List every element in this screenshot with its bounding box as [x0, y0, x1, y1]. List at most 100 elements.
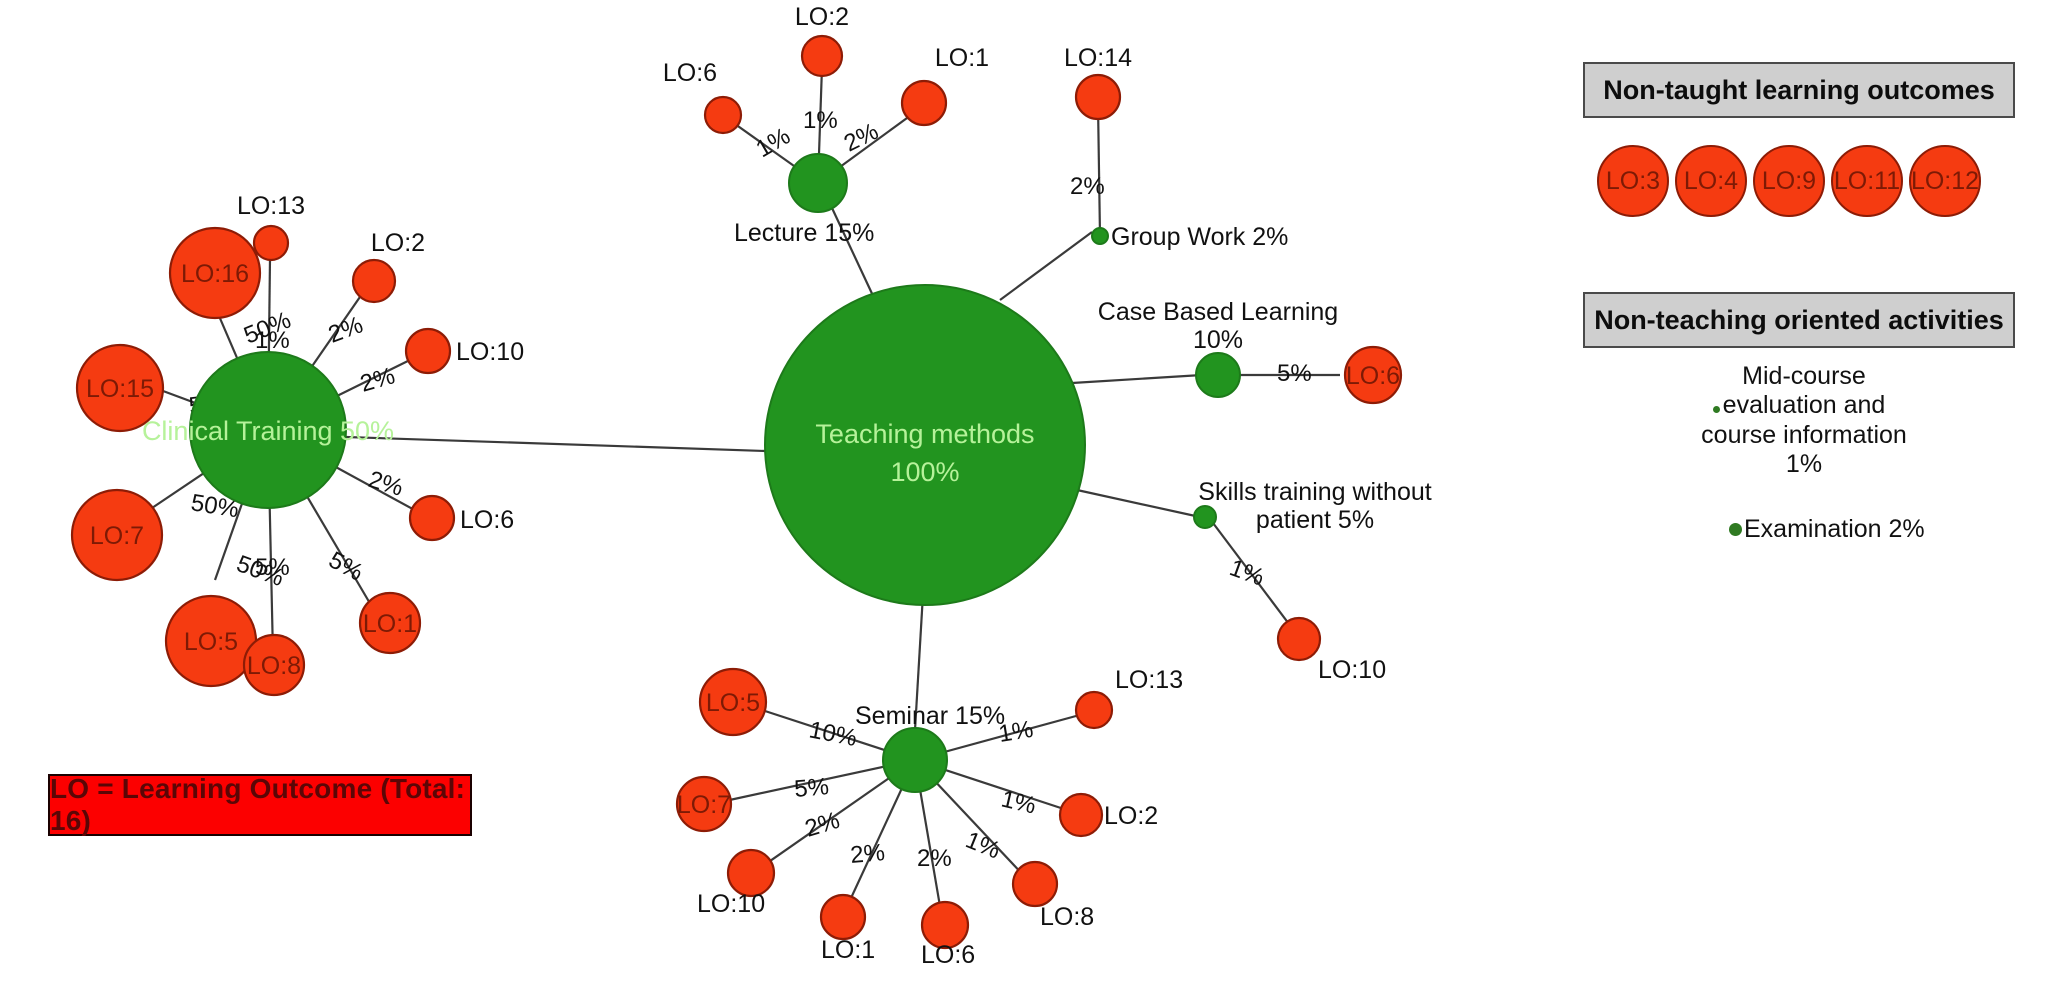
node-st-lo10[interactable] — [1276, 616, 1322, 662]
node-clinical-training[interactable]: Clinical Training 50% — [142, 351, 394, 509]
non-taught-lo-3[interactable]: LO:3 — [1597, 145, 1669, 217]
pct-cbl-lo6: 5% — [1277, 360, 1312, 387]
label-sem-lo13: LO:13 — [1115, 666, 1183, 694]
non-taught-lo-4[interactable]: LO:4 — [1675, 145, 1747, 217]
activity-examination[interactable]: Examination 2% — [1729, 515, 1925, 544]
label-sem-lo1: LO:1 — [821, 936, 875, 964]
pct-sem-lo2: 1% — [999, 786, 1039, 820]
activity-line-1: Mid-course — [1742, 362, 1866, 390]
label-sem-lo10: LO:10 — [697, 890, 765, 918]
activity-mid-course-evaluation[interactable]: Mid-course evaluation and course informa… — [1690, 362, 1918, 479]
label-sem-lo2: LO:2 — [1104, 802, 1158, 830]
label-group-work: Group Work 2% — [1111, 223, 1288, 251]
activity-line-3: course information — [1701, 420, 1907, 449]
node-label-line2: 100% — [890, 457, 959, 487]
label-lec-lo2: LO:2 — [795, 3, 849, 31]
node-label: LO:16 — [181, 260, 249, 288]
pct-lec-lo6: 1% — [752, 122, 796, 163]
node-sem-lo6[interactable] — [920, 900, 970, 950]
node-sem-lo2[interactable] — [1058, 792, 1104, 838]
node-sem-lo13[interactable] — [1074, 690, 1114, 730]
node-label-line1: Teaching methods — [815, 419, 1034, 449]
non-taught-lo-9[interactable]: LO:9 — [1753, 145, 1825, 217]
method-node-layer: Teaching methods 100% Clinical Training … — [142, 153, 1432, 793]
node-ct-lo2[interactable] — [351, 258, 397, 304]
label-lecture: Lecture 15% — [734, 219, 874, 247]
label-lec-lo1: LO:1 — [935, 44, 989, 72]
edge-root-lecture — [831, 207, 876, 301]
node-cbl-lo6[interactable]: LO:6 — [1343, 345, 1403, 405]
non-taught-lo-11[interactable]: LO:11 — [1831, 145, 1903, 217]
edge-root-clinical — [345, 435, 796, 454]
label-ct-lo2: LO:2 — [371, 229, 425, 257]
activity-examination-label: Examination 2% — [1744, 515, 1925, 543]
pct-lec-lo1: 2% — [840, 118, 883, 157]
label-ct-lo10: LO:10 — [456, 338, 524, 366]
pct-ct-lo2: 2% — [325, 311, 367, 348]
pct-ct-lo1: 5% — [324, 546, 367, 586]
edge-gw-lo14 — [1096, 103, 1102, 237]
node-ct-lo7[interactable]: LO:7 — [70, 488, 164, 582]
node-label: LO:7 — [677, 791, 731, 819]
activity-dot-examination-icon — [1729, 523, 1742, 536]
node-lec-lo6[interactable] — [703, 95, 743, 135]
pct-sem-lo7: 5% — [793, 773, 830, 803]
node-case-based-learning[interactable] — [1195, 352, 1241, 398]
node-lec-lo2[interactable] — [800, 34, 844, 78]
pct-ct-lo8: 5% — [255, 554, 290, 581]
pct-sem-lo8: 1% — [962, 827, 1004, 865]
label-skills-l1: Skills training without — [1198, 478, 1431, 506]
node-lec-lo1[interactable] — [900, 79, 948, 127]
node-lecture[interactable] — [788, 153, 848, 213]
panel-header-non-teaching: Non-teaching oriented activities — [1583, 292, 2015, 348]
activity-dot-mid-course-icon — [1713, 406, 1720, 413]
node-ct-lo5[interactable]: LO:5 — [164, 594, 258, 688]
pct-sem-lo6: 2% — [917, 845, 952, 872]
node-ct-lo8[interactable]: LO:8 — [242, 633, 306, 697]
label-ct-lo6: LO:6 — [460, 506, 514, 534]
edge-root-skills — [1076, 488, 1201, 519]
pct-ct-lo10: 2% — [357, 362, 398, 398]
node-label: LO:8 — [247, 652, 301, 680]
node-ct-lo13[interactable] — [252, 224, 290, 262]
node-sem-lo8[interactable] — [1011, 860, 1059, 908]
activity-line-2: evaluation and — [1722, 391, 1886, 420]
node-sem-lo5[interactable]: LO:5 — [698, 667, 768, 737]
label-ct-lo13: LO:13 — [237, 192, 305, 220]
non-taught-lo-12[interactable]: LO:12 — [1909, 145, 1981, 217]
node-group-work[interactable] — [1091, 227, 1109, 245]
node-label: Clinical Training 50% — [142, 416, 394, 446]
node-sem-lo10[interactable] — [726, 848, 776, 898]
label-case-based-l2: 10% — [1193, 326, 1243, 354]
node-label: LO:15 — [86, 375, 154, 403]
node-ct-lo10[interactable] — [404, 327, 452, 375]
node-sem-lo7[interactable]: LO:7 — [675, 775, 733, 833]
node-label: LO:6 — [1346, 362, 1400, 390]
node-ct-lo6[interactable] — [408, 494, 456, 542]
pct-sem-lo13: 1% — [997, 716, 1035, 748]
node-ct-lo16[interactable]: LO:16 — [168, 226, 262, 320]
node-label: LO:5 — [184, 628, 238, 656]
pct-ct-lo6: 2% — [365, 466, 406, 502]
legend-learning-outcome: LO = Learning Outcome (Total: 16) — [48, 773, 472, 836]
label-seminar: Seminar 15% — [855, 702, 1005, 730]
node-label: LO:1 — [363, 610, 417, 638]
edge-root-case-based — [1071, 373, 1203, 385]
node-seminar[interactable] — [882, 727, 948, 793]
non-taught-outcomes-row: LO:3 LO:4 LO:9 LO:11 LO:12 — [1597, 145, 1981, 217]
outcome-node-layer: LO:16 LO:15 LO:7 LO:5 LO:13 LO:2 — [70, 3, 1403, 969]
node-label: LO:5 — [706, 689, 760, 717]
pct-ct-lo13: 1% — [255, 327, 290, 354]
pct-lec-lo2: 1% — [803, 107, 838, 134]
node-ct-lo15[interactable]: LO:15 — [75, 343, 165, 433]
node-sem-lo1[interactable] — [819, 893, 867, 941]
node-skills-training[interactable] — [1193, 505, 1217, 529]
pct-sem-lo5: 10% — [807, 716, 859, 752]
node-gw-lo14[interactable] — [1074, 73, 1122, 121]
panel-header-non-taught: Non-taught learning outcomes — [1583, 62, 2015, 118]
node-ct-lo1[interactable]: LO:1 — [358, 591, 422, 655]
pct-gw-lo14: 2% — [1070, 173, 1105, 200]
node-teaching-methods[interactable]: Teaching methods 100% — [764, 284, 1086, 606]
